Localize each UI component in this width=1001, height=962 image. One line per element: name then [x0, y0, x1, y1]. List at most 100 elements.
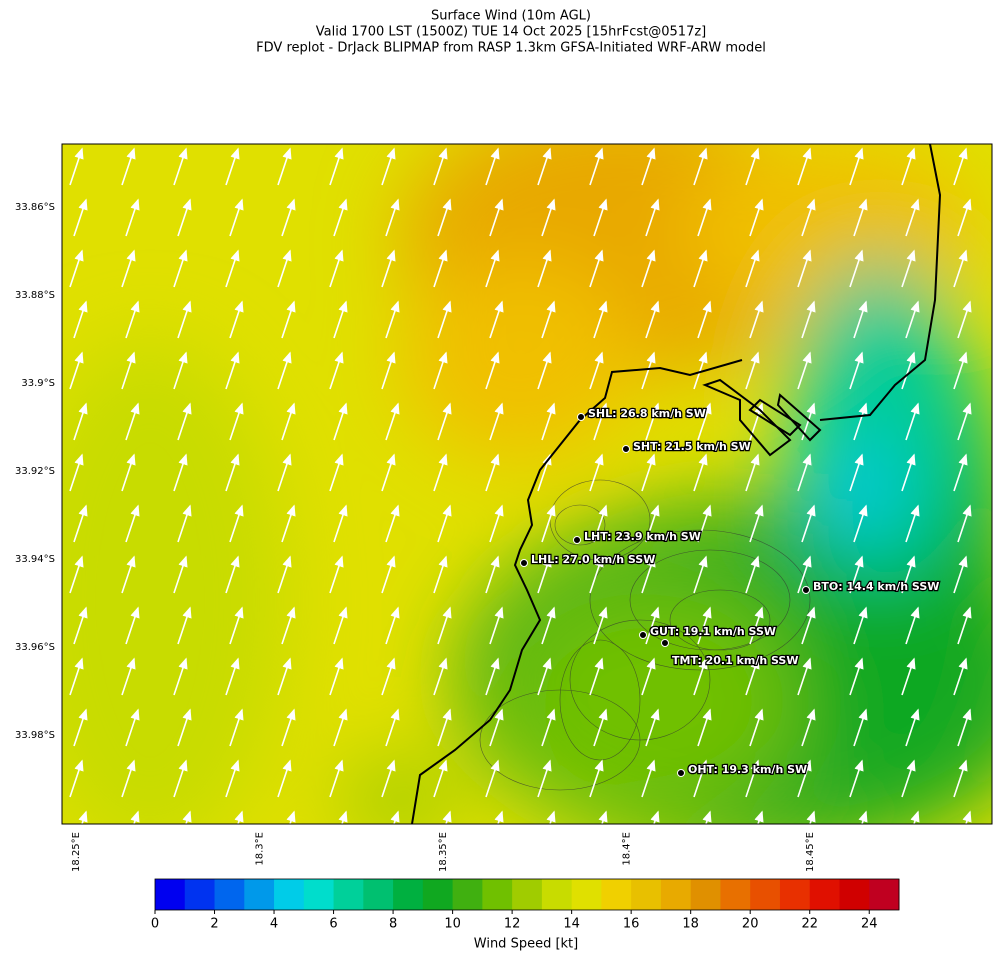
wind-arrow [225, 249, 240, 288]
wind-arrow [73, 504, 88, 543]
station-dot [622, 445, 630, 453]
wind-arrow [641, 657, 656, 696]
wind-arrow [485, 249, 500, 288]
wind-arrow [693, 351, 708, 390]
wind-arrow [546, 810, 556, 824]
lat-label: 33.9°S [21, 378, 55, 389]
lat-label: 33.94°S [15, 554, 55, 565]
wind-arrow [693, 147, 708, 186]
station-dot [802, 586, 810, 594]
wind-arrow [589, 351, 604, 390]
wind-arrow [433, 147, 448, 186]
wind-arrow [801, 708, 816, 747]
colorbar-tick-label: 14 [563, 917, 580, 932]
colorbar-swatch [571, 879, 602, 910]
colorbar-tick-label: 8 [389, 917, 397, 932]
wind-arrow [277, 453, 292, 492]
wind-arrow [541, 606, 556, 645]
wind-arrow [593, 708, 608, 747]
title-line: FDV replot - DrJack BLIPMAP from RASP 1.… [256, 41, 766, 56]
colorbar-swatch [839, 879, 870, 910]
wind-arrow [73, 708, 88, 747]
lon-label: 18.3°E [255, 832, 266, 866]
wind-arrow [125, 708, 140, 747]
wind-arrow [494, 810, 504, 824]
colorbar-swatch [720, 879, 751, 910]
wind-arrow [745, 351, 760, 390]
wind-arrow [173, 147, 188, 186]
wind-arrows [69, 147, 972, 824]
wind-arrow [121, 759, 136, 798]
wind-arrow [953, 759, 968, 798]
wind-arrow [905, 402, 920, 441]
wind-arrow [121, 657, 136, 696]
colorbar-swatch [482, 879, 513, 910]
wind-arrow [645, 708, 660, 747]
wind-arrow [177, 402, 192, 441]
colorbar-swatch [274, 879, 305, 910]
wind-arrow [485, 759, 500, 798]
colorbar-swatch [690, 879, 721, 910]
wind-arrow [797, 249, 812, 288]
wind-arrow [225, 555, 240, 594]
colorbar-swatch [631, 879, 662, 910]
wind-arrow [177, 504, 192, 543]
wind-arrow [901, 351, 916, 390]
wind-arrow [177, 606, 192, 645]
colorbar-tick-label: 12 [504, 917, 521, 932]
wind-arrow [593, 198, 608, 237]
wind-arrow [849, 453, 864, 492]
field-blobs [62, 144, 992, 824]
station-label: BTO: 14.4 km/h SSW [813, 580, 939, 593]
lat-label: 33.92°S [15, 466, 55, 477]
wind-arrow [650, 810, 660, 824]
wind-arrow [385, 504, 400, 543]
wind-arrow [849, 249, 864, 288]
wind-arrow [905, 300, 920, 339]
wind-arrow [589, 249, 604, 288]
wind-arrow [641, 759, 656, 798]
wind-arrow [433, 249, 448, 288]
wind-arrow [849, 759, 864, 798]
wind-arrow [225, 351, 240, 390]
wind-arrow [329, 351, 344, 390]
stations: SHL: 26.8 km/h SW SHT: 21.5 km/h SW LHT: 2… [520, 406, 941, 777]
wind-arrow [234, 810, 244, 824]
station-label: SHL: 26.8 km/h SW [588, 407, 706, 420]
colorbar-swatch [363, 879, 394, 910]
wind-arrow [641, 453, 656, 492]
wind-arrow [801, 300, 816, 339]
wind-arrow [121, 555, 136, 594]
wind-arrow [745, 147, 760, 186]
wind-arrow [281, 198, 296, 237]
wind-arrow [598, 810, 608, 824]
wind-arrow [910, 810, 920, 824]
wind-arrow [693, 759, 708, 798]
wind-arrow [957, 708, 972, 747]
station-dot [573, 536, 581, 544]
colorbar-swatch [512, 879, 543, 910]
wind-arrow [333, 402, 348, 441]
coastline [411, 144, 942, 824]
wind-arrow [329, 759, 344, 798]
wind-arrow [849, 657, 864, 696]
wind-arrow [697, 300, 712, 339]
wind-arrow [957, 504, 972, 543]
wind-arrow [957, 300, 972, 339]
colorbar-swatch [155, 879, 186, 910]
wind-arrow [853, 708, 868, 747]
wind-arrow [901, 147, 916, 186]
wind-arrow [489, 504, 504, 543]
wind-arrow [385, 708, 400, 747]
wind-arrow [333, 198, 348, 237]
wind-arrow [381, 249, 396, 288]
wind-arrow [437, 606, 452, 645]
wind-arrow [797, 453, 812, 492]
map-frame [61, 143, 993, 825]
wind-arrow [693, 453, 708, 492]
wind-arrow [229, 708, 244, 747]
wind-arrow [385, 300, 400, 339]
wind-arrow [489, 708, 504, 747]
wind-arrow [329, 555, 344, 594]
wind-arrow [901, 555, 916, 594]
